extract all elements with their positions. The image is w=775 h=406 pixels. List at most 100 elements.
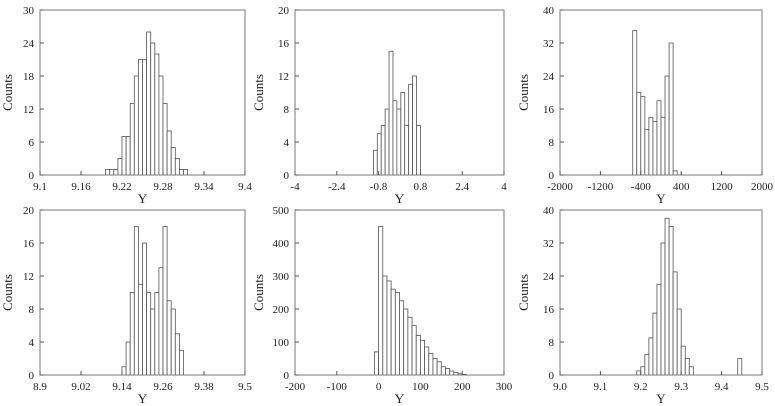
x-tick-label: 9.3 [674,381,688,393]
plot-frame [294,9,505,176]
x-tick-label: 9.34 [194,181,214,193]
x-tick-label: -2000 [547,181,573,193]
bar-3-10 [668,42,674,176]
bar-2-2 [376,133,382,176]
bar-1-4 [117,158,123,176]
x-tick-label: 400 [673,181,690,193]
x-axis-label: Y [656,391,666,406]
plot-frame [294,209,505,376]
bar-5-7 [399,300,405,376]
y-tick-label: 18 [23,71,35,83]
x-tick-label: 100 [412,381,429,393]
bar-6-3 [644,353,650,376]
bar-4-4 [133,226,139,376]
bar-2-11 [412,75,417,176]
bar-3-8 [660,116,666,176]
bar-1-17 [170,147,176,176]
bar-6-14 [688,366,694,376]
bar-1-6 [125,136,131,176]
y-axis-label: Counts [516,74,531,111]
x-tick-label: 2.4 [455,181,469,193]
bar-4-3 [129,292,135,376]
bar-3-2 [636,92,642,176]
bar-1-19 [178,169,184,176]
bar-4-10 [158,267,164,376]
bar-4-7 [146,292,152,376]
bar-1-3 [113,169,119,176]
bar-4-14 [174,333,180,376]
x-tick-label: 9.28 [153,181,173,193]
x-axis-label: Y [395,191,405,206]
y-tick-label: 8 [549,337,555,349]
x-tick-label: -0.8 [370,181,388,193]
y-axis-label: Counts [251,74,266,111]
x-tick-label: 9.4 [238,181,252,193]
bar-6-12 [680,345,686,376]
bar-1-8 [133,75,139,176]
y-tick-label: 100 [273,337,290,349]
bar-3-3 [640,96,646,176]
bar-1-15 [162,103,168,176]
y-tick-label: 24 [23,38,35,50]
y-tick-label: 8 [29,304,35,316]
bar-6-10 [672,271,678,376]
y-tick-label: 0 [284,370,290,382]
y-tick-label: 0 [549,370,555,382]
x-tick-label: 9.2 [634,381,648,393]
x-tick-label: -4 [290,181,300,193]
bar-5-3 [382,275,388,376]
x-tick-label: -400 [631,181,652,193]
bar-6-4 [648,337,654,376]
x-tick-label: 0.8 [414,181,428,193]
bar-3-7 [656,100,662,176]
x-tick-label: 200 [454,381,471,393]
y-tick-label: 20 [23,205,35,217]
y-tick-label: 500 [273,205,290,217]
bar-5-4 [386,280,392,376]
bar-6-8 [664,217,670,376]
bar-2-12 [416,125,421,176]
x-tick-label: 2000 [751,181,774,193]
y-tick-label: 40 [543,5,555,17]
bar-4-13 [170,308,176,376]
bar-6-13 [684,358,690,376]
bar-5-13 [424,346,430,376]
bar-5-9 [407,316,413,376]
histogram-panel-2: -4 -2.4 -0.8 0.8 2.4 4 0 4 8 12 16 20 Y Counts [251,5,507,206]
x-tick-label: -1200 [588,181,614,193]
bar-1-14 [158,75,164,176]
bar-5-14 [428,353,434,376]
bar-1-10 [142,59,147,176]
bar-6-11 [676,308,682,376]
bar-1-7 [129,103,135,176]
y-tick-label: 16 [23,238,35,250]
bar-5-15 [432,358,438,376]
bar-1-20 [183,169,188,176]
y-tick-label: 12 [23,104,34,116]
x-tick-label: 300 [496,381,513,393]
histogram-panel-6: 9.0 9.1 9.2 9.3 9.4 9.5 0 8 16 24 32 40 Y Counts [516,205,769,406]
y-tick-label: 400 [273,238,290,250]
bar-6-6 [656,283,662,376]
bar-5-17 [440,366,446,376]
bar-4-12 [166,300,172,376]
bar-4-6 [142,242,147,376]
histogram-panel-3: -2000 -1200 -400 400 1200 2000 0 8 16 24 32 40 Y Coun… [516,5,774,206]
bar-5-6 [394,292,400,376]
x-tick-label: 9.02 [71,381,90,393]
y-tick-label: 12 [23,271,34,283]
histogram-panel-5: -200 -100 0 100 200 300 0 100 200 300 400 500 Y Count… [251,205,513,406]
x-tick-label: 9.1 [33,181,47,193]
y-tick-label: 16 [543,104,555,116]
y-tick-label: 40 [543,205,555,217]
y-tick-label: 8 [284,104,290,116]
y-axis-label: Counts [0,274,15,311]
x-axis-label: Y [656,191,666,206]
bar-6-7 [660,242,666,376]
y-tick-label: 0 [284,170,290,182]
y-tick-label: 6 [29,137,35,149]
bar-2-7 [396,108,402,176]
bar-5-2 [378,226,384,376]
x-tick-label: 9.26 [153,381,173,393]
x-tick-label: 9.22 [112,181,131,193]
